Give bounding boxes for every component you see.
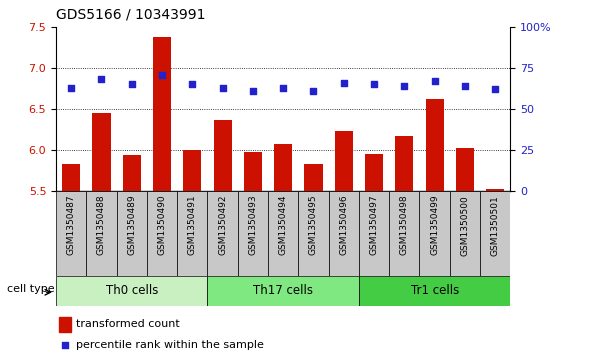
Bar bbox=[389, 191, 419, 276]
Text: Th0 cells: Th0 cells bbox=[106, 284, 158, 297]
Bar bbox=[183, 150, 201, 191]
Bar bbox=[359, 191, 389, 276]
Text: GSM1350496: GSM1350496 bbox=[339, 195, 348, 256]
Text: GSM1350500: GSM1350500 bbox=[460, 195, 470, 256]
Point bbox=[490, 86, 500, 92]
Point bbox=[369, 81, 379, 87]
Text: GSM1350498: GSM1350498 bbox=[400, 195, 409, 256]
Bar bbox=[244, 152, 262, 191]
Point bbox=[67, 85, 76, 90]
Point bbox=[460, 83, 470, 89]
Bar bbox=[299, 191, 329, 276]
Bar bbox=[59, 317, 71, 332]
Bar bbox=[93, 113, 110, 191]
Bar bbox=[208, 276, 359, 306]
Text: GSM1350497: GSM1350497 bbox=[369, 195, 379, 256]
Bar bbox=[365, 154, 383, 191]
Point bbox=[430, 78, 440, 84]
Point bbox=[188, 81, 197, 87]
Text: GSM1350493: GSM1350493 bbox=[248, 195, 257, 256]
Bar bbox=[268, 191, 299, 276]
Point bbox=[270, 234, 279, 240]
Bar bbox=[486, 189, 504, 191]
Text: GSM1350487: GSM1350487 bbox=[67, 195, 76, 256]
Bar bbox=[62, 164, 80, 191]
Point bbox=[248, 88, 258, 94]
Bar bbox=[238, 191, 268, 276]
Bar bbox=[425, 99, 444, 191]
Bar bbox=[329, 191, 359, 276]
Text: GSM1350495: GSM1350495 bbox=[309, 195, 318, 256]
Point bbox=[339, 80, 349, 86]
Bar bbox=[117, 191, 147, 276]
Bar bbox=[56, 276, 208, 306]
Text: percentile rank within the sample: percentile rank within the sample bbox=[77, 340, 264, 350]
Bar bbox=[456, 148, 474, 191]
Bar bbox=[304, 164, 323, 191]
Text: transformed count: transformed count bbox=[77, 319, 180, 330]
Text: Tr1 cells: Tr1 cells bbox=[411, 284, 459, 297]
Bar bbox=[147, 191, 177, 276]
Bar bbox=[419, 191, 450, 276]
Text: GSM1350492: GSM1350492 bbox=[218, 195, 227, 255]
Text: cell type: cell type bbox=[7, 284, 55, 294]
Point bbox=[278, 85, 288, 90]
Point bbox=[218, 85, 227, 90]
Bar bbox=[480, 191, 510, 276]
Bar bbox=[56, 191, 86, 276]
Bar bbox=[208, 191, 238, 276]
Text: GSM1350489: GSM1350489 bbox=[127, 195, 136, 256]
Text: Th17 cells: Th17 cells bbox=[253, 284, 313, 297]
Point bbox=[158, 72, 167, 77]
Bar bbox=[335, 131, 353, 191]
Bar bbox=[177, 191, 208, 276]
Text: GSM1350491: GSM1350491 bbox=[188, 195, 197, 256]
Point bbox=[399, 83, 409, 89]
Text: GSM1350490: GSM1350490 bbox=[158, 195, 166, 256]
Bar bbox=[153, 37, 171, 191]
Text: GDS5166 / 10343991: GDS5166 / 10343991 bbox=[56, 7, 205, 21]
Text: GSM1350499: GSM1350499 bbox=[430, 195, 439, 256]
Bar bbox=[214, 120, 232, 191]
Text: GSM1350494: GSM1350494 bbox=[278, 195, 288, 255]
Point bbox=[97, 77, 106, 82]
Text: GSM1350501: GSM1350501 bbox=[491, 195, 500, 256]
Bar bbox=[274, 144, 292, 191]
Bar bbox=[86, 191, 117, 276]
Bar bbox=[359, 276, 510, 306]
Bar bbox=[450, 191, 480, 276]
Point bbox=[127, 81, 136, 87]
Point bbox=[309, 88, 318, 94]
Text: GSM1350488: GSM1350488 bbox=[97, 195, 106, 256]
Bar bbox=[123, 155, 141, 191]
Bar bbox=[395, 136, 414, 191]
